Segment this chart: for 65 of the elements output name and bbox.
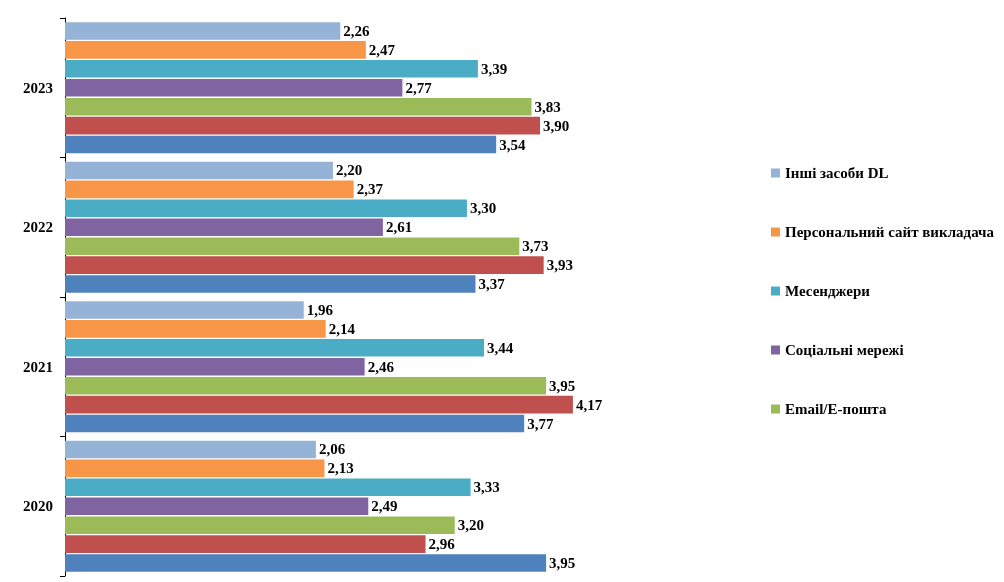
bar: [65, 516, 455, 534]
y-tick-label: 2023: [23, 79, 53, 96]
data-label: 2,46: [367, 358, 395, 375]
data-label: 2,26: [343, 22, 371, 39]
bar: [65, 414, 525, 433]
data-label: 3,95: [549, 555, 576, 572]
bar: [65, 357, 365, 376]
data-label: 4,17: [575, 396, 603, 413]
data-label: 2,06: [318, 441, 346, 458]
bar: [65, 199, 467, 218]
bar: [65, 60, 478, 78]
bar: [65, 301, 304, 319]
bar: [65, 497, 369, 516]
bar: [65, 339, 484, 357]
bar: [65, 22, 341, 40]
data-label: 2,49: [371, 498, 398, 515]
data-label: 2,47: [368, 41, 396, 58]
data-label: 1,96: [306, 301, 334, 318]
legend-label: Email/E-пошта: [785, 401, 887, 417]
data-label: 2,13: [327, 460, 354, 477]
data-label: 3,83: [534, 98, 561, 115]
bar: [65, 218, 383, 237]
data-label: 3,37: [478, 276, 506, 293]
data-label: 3,54: [499, 136, 526, 153]
data-label: 3,93: [546, 257, 573, 274]
bar: [65, 256, 544, 274]
data-label: 2,20: [335, 162, 363, 179]
data-label: 3,73: [522, 238, 549, 255]
bar: [65, 320, 326, 338]
data-label: 3,20: [457, 517, 485, 534]
bar: [65, 395, 573, 414]
data-label: 2,96: [428, 536, 456, 553]
bar: [65, 554, 547, 572]
y-tick-label: 2022: [23, 219, 53, 236]
bar: [65, 376, 547, 395]
bar: [65, 161, 333, 180]
bar: [65, 275, 476, 293]
data-label: 2,77: [405, 79, 433, 96]
data-label: 3,30: [469, 200, 497, 217]
data-label: 3,33: [473, 479, 500, 496]
bar: [65, 135, 497, 154]
bar: [65, 78, 403, 97]
bar: [65, 97, 532, 116]
bar: [65, 440, 316, 459]
y-tick-label: 2021: [23, 358, 53, 375]
data-label: 3,95: [549, 377, 576, 394]
legend-label: Месенджери: [785, 283, 871, 299]
legend-label: Персональний сайт викладача: [785, 224, 995, 240]
legend-label: Інші засоби DL: [785, 165, 889, 181]
y-tick-label: 2020: [23, 498, 53, 515]
bar: [65, 41, 366, 59]
data-label: 2,37: [356, 181, 384, 198]
data-label: 3,39: [480, 60, 508, 77]
legend-label: Соціальні мережі: [785, 342, 904, 358]
bar: [65, 535, 426, 553]
bar: [65, 237, 520, 255]
bar: [65, 478, 471, 497]
data-label: 2,61: [385, 219, 413, 236]
bar: [65, 180, 354, 199]
data-label: 2,14: [328, 320, 356, 337]
data-label: 3,90: [543, 117, 570, 134]
data-label: 3,44: [486, 339, 514, 356]
bar: [65, 459, 325, 478]
bar: [65, 116, 541, 135]
data-label: 3,77: [527, 415, 554, 432]
